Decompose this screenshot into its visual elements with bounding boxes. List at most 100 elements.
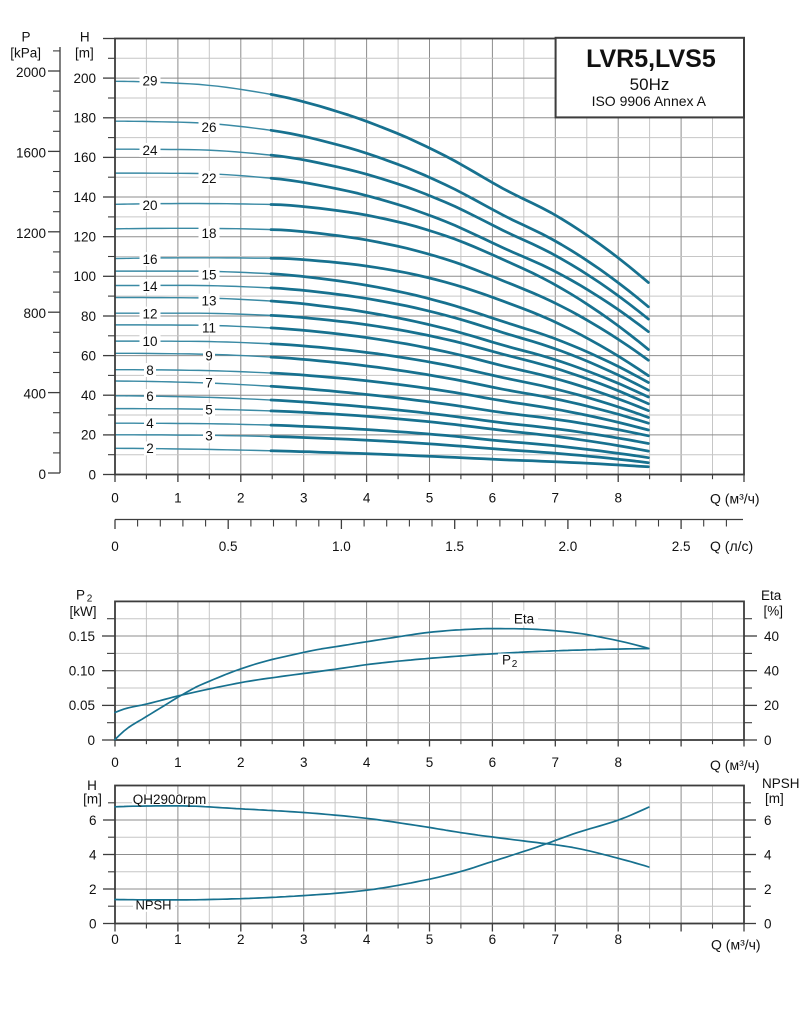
svg-text:[%]: [%] <box>764 604 784 619</box>
svg-text:QH2900rpm: QH2900rpm <box>133 792 207 807</box>
svg-text:4: 4 <box>146 416 154 431</box>
svg-text:1600: 1600 <box>16 145 46 160</box>
svg-text:8: 8 <box>614 490 622 505</box>
svg-text:40: 40 <box>764 664 779 679</box>
svg-text:22: 22 <box>201 171 216 186</box>
svg-text:Eta: Eta <box>761 588 782 603</box>
svg-text:NPSH: NPSH <box>762 776 800 791</box>
svg-text:5: 5 <box>205 403 213 418</box>
svg-text:40: 40 <box>81 388 96 403</box>
svg-text:2: 2 <box>237 755 245 770</box>
svg-text:0: 0 <box>87 733 95 748</box>
svg-text:5: 5 <box>426 755 434 770</box>
svg-text:6: 6 <box>489 755 497 770</box>
svg-text:2: 2 <box>146 441 154 456</box>
svg-text:0.05: 0.05 <box>69 698 95 713</box>
svg-text:0: 0 <box>111 755 119 770</box>
svg-text:1: 1 <box>174 490 182 505</box>
svg-text:2: 2 <box>237 490 245 505</box>
svg-text:120: 120 <box>73 230 96 245</box>
svg-text:4: 4 <box>363 932 371 947</box>
svg-text:60: 60 <box>81 348 96 363</box>
svg-text:3: 3 <box>205 429 213 444</box>
svg-text:[m]: [m] <box>765 791 784 806</box>
svg-text:6: 6 <box>489 932 497 947</box>
svg-text:80: 80 <box>81 309 96 324</box>
svg-text:50Hz: 50Hz <box>630 75 670 94</box>
svg-text:Q (м³/ч): Q (м³/ч) <box>710 757 760 773</box>
svg-text:P: P <box>502 653 511 668</box>
svg-text:1.5: 1.5 <box>445 539 464 554</box>
svg-text:0.5: 0.5 <box>219 539 238 554</box>
svg-text:10: 10 <box>142 334 157 349</box>
svg-text:7: 7 <box>552 755 560 770</box>
svg-text:1200: 1200 <box>16 226 46 241</box>
svg-text:18: 18 <box>201 226 216 241</box>
svg-text:7: 7 <box>205 376 213 391</box>
svg-text:[m]: [m] <box>83 792 102 807</box>
svg-text:40: 40 <box>764 629 779 644</box>
svg-text:180: 180 <box>73 111 96 126</box>
svg-text:8: 8 <box>146 363 154 378</box>
svg-text:200: 200 <box>73 71 96 86</box>
svg-text:5: 5 <box>426 932 434 947</box>
svg-text:15: 15 <box>201 267 216 282</box>
svg-text:4: 4 <box>363 755 371 770</box>
svg-text:7: 7 <box>552 490 560 505</box>
svg-text:11: 11 <box>202 320 216 335</box>
svg-text:2.0: 2.0 <box>559 539 578 554</box>
svg-text:2000: 2000 <box>16 65 46 80</box>
svg-text:12: 12 <box>142 306 157 321</box>
svg-text:2: 2 <box>87 594 93 605</box>
svg-text:0: 0 <box>764 916 772 931</box>
svg-text:2: 2 <box>237 932 245 947</box>
svg-text:6: 6 <box>146 389 154 404</box>
svg-text:14: 14 <box>142 279 158 294</box>
svg-text:P: P <box>21 30 30 45</box>
svg-text:ISO 9906 Annex A: ISO 9906 Annex A <box>592 93 707 109</box>
svg-text:20: 20 <box>81 428 96 443</box>
svg-text:13: 13 <box>201 293 216 308</box>
svg-text:0: 0 <box>111 932 119 947</box>
svg-text:6: 6 <box>489 490 497 505</box>
svg-text:Q (м³/ч): Q (м³/ч) <box>710 490 760 506</box>
svg-text:P: P <box>76 588 85 603</box>
svg-text:0: 0 <box>111 490 119 505</box>
svg-text:100: 100 <box>73 269 96 284</box>
svg-text:4: 4 <box>363 490 371 505</box>
svg-text:4: 4 <box>89 847 97 862</box>
svg-text:0: 0 <box>38 467 46 482</box>
svg-text:1.0: 1.0 <box>332 539 351 554</box>
svg-text:6: 6 <box>89 813 97 828</box>
svg-text:29: 29 <box>142 74 157 89</box>
svg-text:16: 16 <box>142 252 157 267</box>
svg-text:160: 160 <box>73 150 96 165</box>
svg-text:2: 2 <box>89 882 97 897</box>
svg-text:2: 2 <box>512 659 518 670</box>
svg-text:7: 7 <box>552 932 560 947</box>
svg-text:24: 24 <box>142 143 158 158</box>
svg-text:0.15: 0.15 <box>69 629 95 644</box>
svg-text:3: 3 <box>300 490 308 505</box>
svg-text:0: 0 <box>764 733 772 748</box>
svg-text:[kW]: [kW] <box>70 604 97 619</box>
svg-text:4: 4 <box>764 847 772 862</box>
svg-text:26: 26 <box>201 120 216 135</box>
svg-text:800: 800 <box>23 306 46 321</box>
svg-text:2.5: 2.5 <box>672 539 691 554</box>
svg-text:20: 20 <box>764 698 779 713</box>
svg-text:Q (л/с): Q (л/с) <box>710 538 753 554</box>
svg-text:140: 140 <box>73 190 96 205</box>
svg-text:Eta: Eta <box>514 612 535 627</box>
svg-text:5: 5 <box>426 490 434 505</box>
svg-text:3: 3 <box>300 932 308 947</box>
svg-text:0: 0 <box>111 539 119 554</box>
svg-text:1: 1 <box>174 932 182 947</box>
svg-text:8: 8 <box>614 755 622 770</box>
svg-text:0: 0 <box>89 916 97 931</box>
svg-text:3: 3 <box>300 755 308 770</box>
svg-text:6: 6 <box>764 813 772 828</box>
svg-text:9: 9 <box>205 348 213 363</box>
svg-text:H: H <box>87 778 97 793</box>
svg-text:2: 2 <box>764 882 772 897</box>
